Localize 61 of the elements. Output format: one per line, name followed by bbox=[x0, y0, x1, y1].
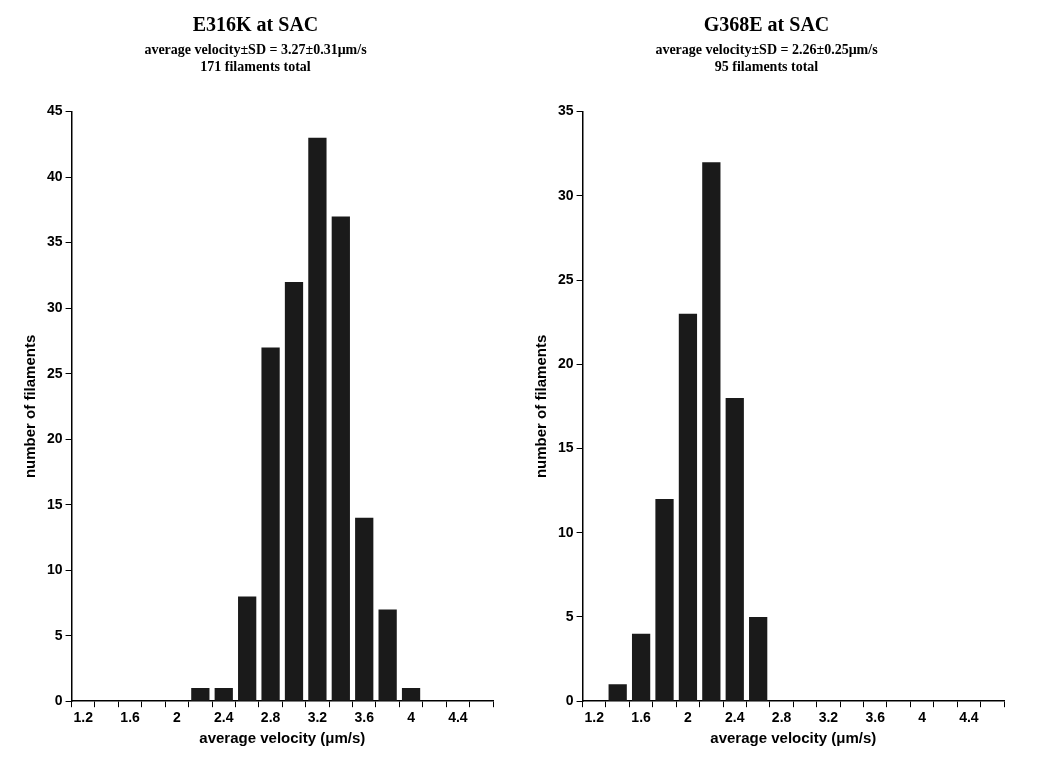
x-tick-label: 4.4 bbox=[448, 709, 468, 726]
y-tick-label: 25 bbox=[557, 270, 574, 287]
y-axis-title: number of filaments bbox=[21, 334, 39, 479]
x-tick-label: 2.4 bbox=[214, 709, 234, 726]
y-tick-label: 5 bbox=[565, 607, 574, 624]
y-tick-label: 5 bbox=[54, 626, 63, 643]
bar bbox=[355, 517, 374, 701]
y-tick-label: 20 bbox=[46, 430, 63, 447]
x-tick-label: 2 bbox=[684, 709, 693, 726]
y-tick-label: 10 bbox=[46, 561, 63, 578]
x-tick-label: 1.2 bbox=[73, 709, 94, 726]
bar bbox=[331, 216, 350, 701]
y-tick-label: 45 bbox=[46, 102, 63, 119]
x-tick-label: 4.4 bbox=[959, 709, 979, 726]
bar bbox=[702, 162, 721, 701]
chart-title: G368E at SAC bbox=[703, 13, 830, 36]
x-tick-label: 4 bbox=[918, 709, 927, 726]
bar bbox=[631, 633, 651, 701]
x-tick-label: 2 bbox=[173, 709, 182, 726]
x-axis-title: average velocity (μm/s) bbox=[199, 729, 366, 747]
x-tick-label: 1.6 bbox=[120, 709, 141, 726]
bar bbox=[308, 137, 327, 701]
y-tick-label: 30 bbox=[557, 186, 574, 203]
y-tick-label: 25 bbox=[46, 364, 63, 381]
x-tick-label: 1.2 bbox=[584, 709, 605, 726]
x-tick-label: 2.8 bbox=[771, 709, 792, 726]
x-axis-title: average velocity (μm/s) bbox=[710, 729, 877, 747]
chart-subtitle: average velocity±SD = 3.27±0.31μm/s 171 filaments total bbox=[144, 42, 368, 74]
x-tick-label: 1.6 bbox=[631, 709, 652, 726]
y-tick-label: 35 bbox=[557, 102, 574, 119]
y-tick-label: 0 bbox=[54, 692, 63, 709]
x-tick-label: 4 bbox=[407, 709, 416, 726]
y-tick-label: 35 bbox=[46, 233, 63, 250]
x-tick-label: 3.6 bbox=[354, 709, 375, 726]
x-tick-label: 2.8 bbox=[260, 709, 281, 726]
bar bbox=[749, 616, 768, 701]
bar bbox=[191, 688, 210, 701]
bar bbox=[261, 347, 280, 701]
x-tick-label: 2.4 bbox=[725, 709, 745, 726]
x-tick-label: 3.2 bbox=[307, 709, 328, 726]
bar bbox=[284, 281, 304, 701]
bar bbox=[214, 688, 233, 701]
chart-title: E316K at SAC bbox=[192, 13, 319, 36]
bar bbox=[238, 596, 257, 701]
y-tick-label: 15 bbox=[46, 495, 63, 512]
y-tick-label: 40 bbox=[46, 167, 63, 184]
y-tick-label: 15 bbox=[557, 439, 574, 456]
y-tick-label: 20 bbox=[557, 355, 574, 372]
x-tick-label: 3.2 bbox=[818, 709, 839, 726]
chart-subtitle: average velocity±SD = 2.26±0.25μm/s 95 filaments total bbox=[655, 42, 879, 74]
bar bbox=[678, 313, 698, 701]
y-tick-label: 0 bbox=[565, 692, 574, 709]
bar bbox=[608, 684, 627, 701]
y-axis-title: number of filaments bbox=[532, 334, 550, 479]
y-tick-label: 30 bbox=[46, 298, 63, 315]
x-tick-label: 3.6 bbox=[865, 709, 886, 726]
y-tick-label: 10 bbox=[557, 523, 574, 540]
bar bbox=[401, 688, 421, 701]
bar bbox=[725, 397, 744, 701]
bar bbox=[378, 609, 397, 701]
bar bbox=[655, 499, 674, 701]
